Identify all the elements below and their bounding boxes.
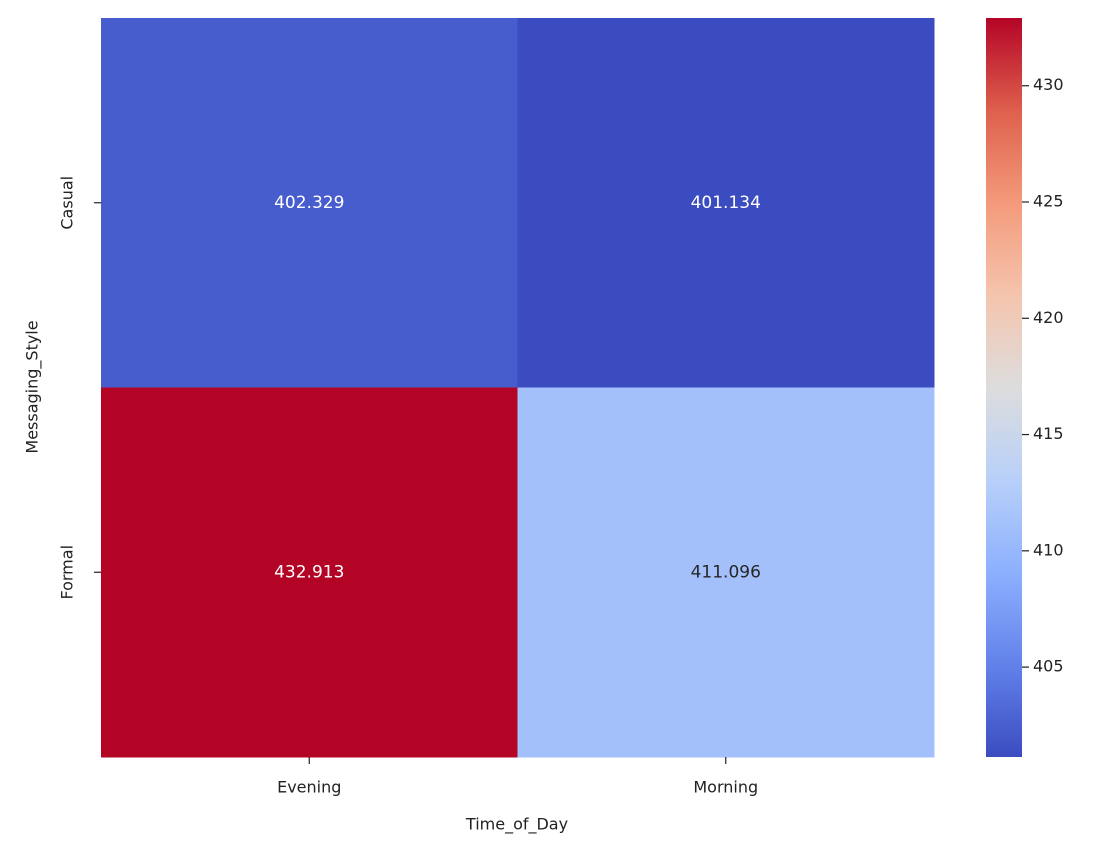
cell-label: 432.913	[274, 562, 344, 582]
colorbar-tick-label: 405	[1033, 657, 1064, 676]
heatmap-cell	[517, 18, 935, 388]
cell-label: 402.329	[274, 193, 344, 213]
cell-label: 411.096	[691, 562, 761, 582]
x-tick-label: Morning	[693, 778, 758, 797]
y-axis-label: Messaging_Style	[23, 320, 43, 453]
colorbar-tick-label: 410	[1033, 540, 1064, 559]
y-tick-label: Casual	[58, 176, 77, 230]
heatmap-cell	[101, 18, 518, 388]
y-tick-label: Formal	[58, 545, 77, 600]
heatmap-cell	[517, 387, 935, 758]
heatmap-cell	[101, 387, 518, 758]
colorbar-tick-label: 425	[1033, 192, 1064, 211]
colorbar-tick-label: 430	[1033, 75, 1064, 94]
colorbar	[986, 18, 1022, 757]
cell-label: 401.134	[691, 193, 761, 213]
x-axis-label: Time_of_Day	[465, 815, 568, 835]
x-tick-label: Evening	[277, 778, 341, 797]
colorbar-tick-label: 415	[1033, 424, 1064, 443]
colorbar-tick-label: 420	[1033, 308, 1064, 327]
